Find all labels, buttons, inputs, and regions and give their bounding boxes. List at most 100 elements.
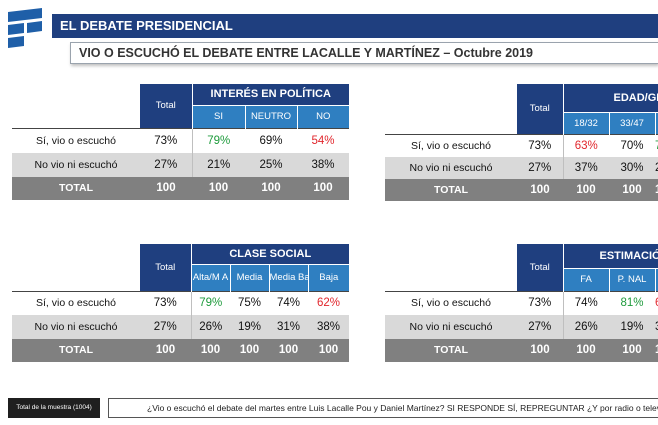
cell-value: 27% [140,314,192,339]
cell-value: 100 [609,338,655,362]
cell-value: 3 [655,314,658,339]
cell-value: 27% [517,314,564,339]
col-header: SI [191,105,245,129]
cell-value: 25% [245,152,297,177]
col-header: Total [140,83,192,129]
cell-value: 1 [655,178,658,201]
table-row: Sí, vio o escuchó 73% 63% 70% 7 [385,134,658,157]
col-header: Total [517,83,563,135]
page-title: EL DEBATE PRESIDENCIAL [52,14,658,38]
row-label: TOTAL [385,338,517,362]
cell-value: 100 [563,178,609,201]
cell-value: 27% [140,152,193,177]
cell-value: 2 [655,156,658,179]
cell-value: 100 [308,338,350,362]
col-header: FA [562,268,609,292]
table-row: Sí, vio o escuchó 73% 74% 81% 6 [385,291,658,315]
cell-value: 100 [245,176,297,200]
cell-value: 74% [269,291,308,315]
row-label: TOTAL [12,176,140,200]
cell-value: 1 [655,338,658,362]
col-header: Baja [307,264,350,292]
cell-value: 21% [192,152,245,177]
cell-value: 75% [230,291,269,315]
cell-value: 30% [609,156,655,179]
page-subtitle: VIO O ESCUCHÓ EL DEBATE ENTRE LACALLE Y … [70,42,658,64]
group-header: ESTIMACIÓN VOT [562,243,658,269]
cell-value: 100 [140,176,192,200]
cell-value: 63% [563,134,609,157]
row-label: No vio ni escuchó [12,152,140,177]
cell-value: 100 [191,338,230,362]
cell-value: 100 [563,338,609,362]
group-header: INTERÉS EN POLÍTICA [191,83,350,106]
cell-value: 27% [517,156,564,179]
sample-size-label: Total de la muestra (1004) [8,398,100,418]
cell-value: 79% [192,128,245,153]
col-header: Media [229,264,269,292]
row-label: No vio ni escuchó [385,314,517,339]
cell-value: 100 [517,178,563,201]
cell-value: 38% [297,152,350,177]
cell-value: 26% [563,314,609,339]
table-row: TOTAL 100 100 100 1 [385,178,658,201]
row-label: Sí, vio o escuchó [385,134,517,157]
col-header: P. NAL [608,268,655,292]
row-label: TOTAL [12,338,140,362]
cell-value: 54% [297,128,350,153]
col-header: 18/32 [562,112,609,135]
group-header: EDAD/GENERA [562,83,658,113]
edad-table: Total EDAD/GENERA 18/32 33/47 48 Sí, vio… [385,83,658,201]
cell-value: 81% [609,291,655,315]
cell-value: 7 [655,134,658,157]
col-header: Total [517,243,563,292]
col-header: Alta/M A [190,264,230,292]
cell-value: 73% [140,291,192,315]
table-row: No vio ni escuchó 27% 26% 19% 31% 38% [12,314,350,339]
col-header: Media Baja [268,264,308,292]
clase-table: Total CLASE SOCIAL Alta/M A Media Media … [12,243,350,362]
table-row: No vio ni escuchó 27% 21% 25% 38% [12,152,350,177]
cell-value: 74% [563,291,609,315]
cell-value: 100 [517,338,563,362]
interes-table: Total INTERÉS EN POLÍTICA SI NEUTRO NO S… [12,83,350,200]
cell-value: 62% [308,291,350,315]
cell-value: 38% [308,314,350,339]
row-label: No vio ni escuchó [385,156,517,179]
company-logo-icon [8,8,42,48]
col-header: NEUTRO [244,105,297,129]
col-header: 33/47 [608,112,655,135]
table-row: TOTAL 100 100 100 1 [385,338,658,362]
table-row: TOTAL 100 100 100 100 [12,176,350,200]
cell-value: 19% [609,314,655,339]
cell-value: 79% [191,291,230,315]
cell-value: 100 [297,176,350,200]
cell-value: 100 [192,176,245,200]
col-header: Total [140,243,191,292]
row-label: No vio ni escuchó [12,314,140,339]
cell-value: 100 [140,338,191,362]
cell-value: 73% [517,291,564,315]
survey-question: ¿Vio o escuchó el debate del martes entr… [108,398,658,418]
cell-value: 100 [230,338,269,362]
table-row: No vio ni escuchó 27% 26% 19% 3 [385,314,658,339]
cell-value: 37% [563,156,609,179]
cell-value: 26% [191,314,230,339]
cell-value: 100 [269,338,308,362]
cell-value: 73% [140,128,193,153]
col-header: NO [296,105,350,129]
cell-value: 69% [245,128,297,153]
cell-value: 100 [609,178,655,201]
row-label: Sí, vio o escuchó [12,291,140,315]
cell-value: 19% [230,314,269,339]
table-row: TOTAL 100 100 100 100 100 [12,338,350,362]
group-header: CLASE SOCIAL [190,243,350,265]
col-header: 48 [654,112,658,135]
cell-value: 70% [609,134,655,157]
row-label: TOTAL [385,178,517,201]
col-header: P. [654,268,658,292]
table-row: No vio ni escuchó 27% 37% 30% 2 [385,156,658,179]
row-label: Sí, vio o escuchó [12,128,140,153]
voto-table: Total ESTIMACIÓN VOT FA P. NAL P. Sí, vi… [385,243,658,362]
table-row: Sí, vio o escuchó 73% 79% 75% 74% 62% [12,291,350,315]
